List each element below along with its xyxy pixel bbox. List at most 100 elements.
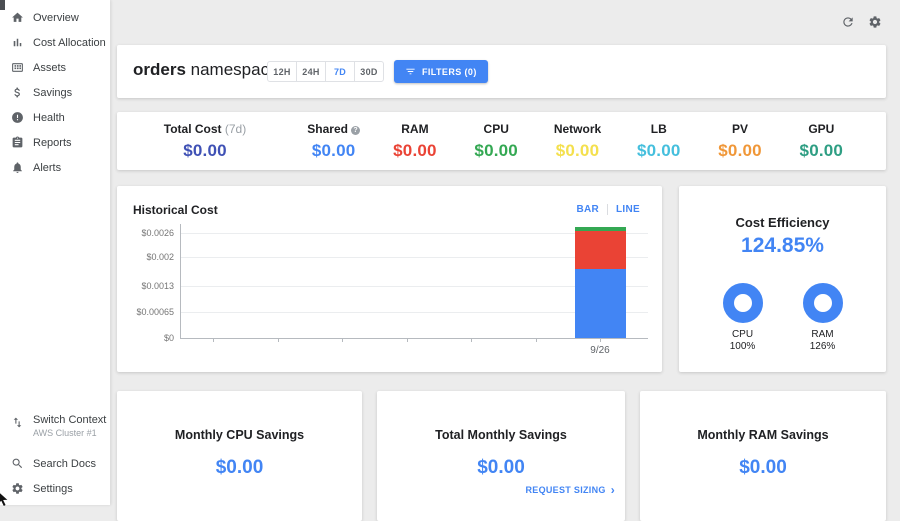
metric-value: $0.00 — [474, 140, 518, 160]
gridline — [180, 285, 648, 287]
cost-efficiency-value: 124.85% — [741, 234, 824, 257]
y-axis-tick-label: $0.0013 — [141, 280, 174, 291]
metric-label: LB — [650, 121, 667, 136]
info-icon[interactable]: ? — [350, 125, 360, 135]
refresh-icon[interactable] — [841, 15, 855, 29]
switch-context-cluster: AWS Cluster #1 — [33, 428, 97, 438]
time-range-group: 12H 24H 7D 30D — [267, 61, 384, 82]
topbar-actions — [841, 15, 882, 29]
settings-gear-icon[interactable] — [868, 15, 882, 29]
chart-toggle-line[interactable]: LINE — [616, 204, 640, 215]
search-icon — [12, 458, 23, 469]
bar-segment-green[interactable] — [574, 226, 626, 232]
gridline — [180, 257, 648, 259]
chevron-right-icon: › — [610, 482, 615, 497]
cost-efficiency-card: Cost Efficiency 124.85% CPU 100% RAM 126… — [679, 186, 886, 372]
request-sizing-label: REQUEST SIZING — [525, 485, 606, 495]
sidebar-item-switch-context[interactable]: Switch Context AWS Cluster #1 — [0, 411, 110, 445]
metric-value: $0.00 — [311, 140, 356, 160]
savings-card-title: Monthly CPU Savings — [174, 428, 305, 442]
sidebar-item-alerts[interactable]: Alerts — [0, 155, 110, 180]
sidebar-item-overview[interactable]: Overview — [0, 5, 110, 30]
metric-label: CPU — [483, 121, 509, 136]
time-range-24h[interactable]: 24H — [296, 61, 326, 82]
ram-donut-chart — [802, 283, 843, 323]
metric-ram: RAM $0.00 — [374, 122, 455, 161]
search-docs-label: Search Docs — [33, 457, 96, 470]
metric-label: Network — [553, 121, 602, 136]
savings-card-value: $0.00 — [477, 457, 525, 478]
metric-label: RAM — [401, 121, 429, 136]
home-icon — [12, 12, 23, 22]
metric-label: GPU — [808, 121, 835, 136]
x-axis-tick — [277, 338, 279, 342]
request-sizing-link[interactable]: REQUEST SIZING › — [525, 482, 615, 497]
sidebar-item-search-docs[interactable]: Search Docs — [0, 451, 110, 476]
sidebar: Overview Cost Allocation Assets Savings … — [0, 0, 110, 505]
switch-context-label: Switch Context — [33, 414, 107, 426]
page-title: orders namespace — [133, 60, 279, 80]
sidebar-item-health[interactable]: Health — [0, 105, 110, 130]
metric-value: $0.00 — [555, 140, 600, 160]
savings-card-value: $0.00 — [739, 457, 787, 478]
chart-title: Historical Cost — [133, 203, 218, 217]
filters-button[interactable]: FILTERS (0) — [394, 60, 488, 83]
metric-shared: Shared? $0.00 — [293, 122, 374, 161]
ram-donut-percent: 126% — [809, 341, 836, 352]
header-card: orders namespace 12H 24H 7D 30D FILTERS … — [117, 45, 886, 98]
cpu-donut-percent: 100% — [729, 341, 756, 352]
metric-network: Network $0.00 — [537, 122, 618, 161]
sidebar-item-label: Cost Allocation — [33, 36, 106, 49]
gridline — [180, 311, 648, 313]
savings-card-title: Monthly RAM Savings — [697, 428, 829, 442]
y-axis-tick-label: $0.0026 — [141, 228, 174, 238]
bell-icon — [13, 162, 22, 173]
historical-cost-card: $0 $0.00065 $0.0013 $0.002 $0.0026 9/26 Histo… — [117, 186, 662, 372]
time-range-30d[interactable]: 30D — [354, 61, 384, 82]
metric-value: $0.00 — [393, 140, 437, 160]
metric-total-cost: Total Cost (7d) $0.00 — [117, 122, 293, 161]
metric-cpu: CPU $0.00 — [456, 122, 537, 161]
cpu-donut-label: CPU — [731, 329, 754, 340]
historical-cost-chart: $0 $0.00065 $0.0013 $0.002 $0.0026 9/26 — [117, 186, 662, 372]
bar-segment-red[interactable] — [574, 231, 626, 269]
cpu-efficiency: CPU 100% — [713, 283, 773, 352]
y-axis-tick-label: $0.002 — [146, 252, 174, 263]
metric-label: PV — [732, 121, 749, 136]
sidebar-item-savings[interactable]: Savings — [0, 80, 110, 105]
grid-card-icon — [12, 63, 23, 72]
cpu-donut-chart — [722, 283, 763, 323]
metrics-summary-card: Total Cost (7d) $0.00 Shared? $0.00 RAM $0.00… — [117, 112, 886, 170]
bar-segment-blue[interactable] — [574, 268, 626, 338]
metric-label: Shared? — [293, 122, 374, 136]
bar-chart-icon — [13, 38, 22, 47]
page-title-name: orders — [133, 60, 186, 79]
sidebar-nav: Overview Cost Allocation Assets Savings … — [0, 0, 110, 180]
total-monthly-savings-card: Total Monthly Savings $0.00 REQUEST SIZI… — [377, 391, 625, 521]
clipboard-icon — [12, 136, 23, 148]
x-axis-tick — [213, 338, 214, 342]
metric-lb: LB $0.00 — [618, 122, 699, 161]
x-axis-tick — [471, 338, 472, 342]
metric-value: $0.00 — [636, 140, 681, 160]
sidebar-item-settings[interactable]: Settings — [0, 476, 110, 501]
efficiency-donuts: CPU 100% RAM 126% — [679, 283, 886, 352]
sidebar-item-assets[interactable]: Assets — [0, 55, 110, 80]
sidebar-item-cost-allocation[interactable]: Cost Allocation — [0, 30, 110, 55]
sidebar-footer: Switch Context AWS Cluster #1 Search Doc… — [0, 411, 110, 501]
y-axis-tick-label: $0 — [163, 333, 174, 343]
chart-toggle-bar[interactable]: BAR — [576, 204, 600, 215]
metric-label: Total Cost (7d) — [163, 121, 247, 136]
time-range-7d[interactable]: 7D — [325, 61, 355, 82]
x-axis-tick — [406, 338, 408, 342]
cost-efficiency-title: Cost Efficiency — [735, 215, 830, 230]
sidebar-item-reports[interactable]: Reports — [0, 130, 110, 155]
filter-icon — [406, 68, 415, 75]
savings-card-title: Total Monthly Savings — [435, 428, 567, 442]
monthly-ram-savings-card: Monthly RAM Savings $0.00 — [640, 391, 886, 521]
toggle-divider — [607, 204, 609, 215]
metric-value: $0.00 — [183, 140, 227, 160]
time-range-12h[interactable]: 12H — [267, 61, 297, 82]
gridline — [180, 233, 648, 234]
